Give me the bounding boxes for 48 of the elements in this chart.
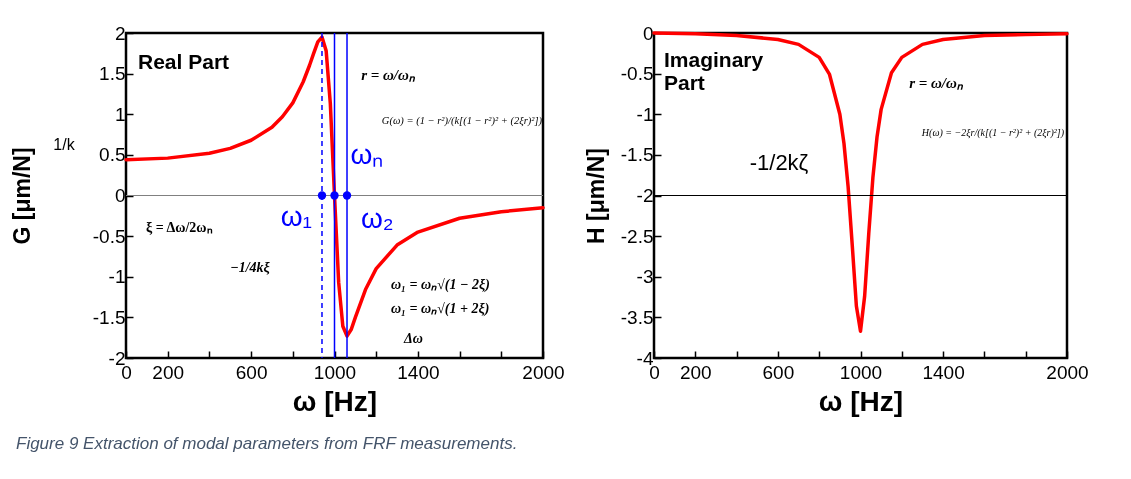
x-tick-label: 1000 (839, 361, 883, 383)
x-tick-label: 2000 (522, 361, 565, 383)
y-tick-label: -1.5 (92, 306, 126, 328)
y-tick-label: -3.5 (620, 306, 654, 328)
annotation: Imaginary Part (664, 48, 764, 95)
y-tick-label: 0.5 (99, 144, 126, 166)
x-tick-label: 2000 (1046, 361, 1089, 383)
y-axis-title: G [μm/N] (8, 147, 35, 245)
y-tick-label: -3 (636, 266, 654, 288)
annotation: ωₙ (350, 138, 384, 170)
x-tick-label: 600 (235, 361, 268, 383)
annotation: r = ω/ωₙ (909, 75, 964, 91)
x-axis-title: ω [Hz] (292, 385, 378, 417)
x-tick-label: 600 (762, 361, 795, 383)
x-axis-title: ω [Hz] (818, 385, 904, 417)
line-series (652, 31, 1069, 333)
y-tick-label: 2 (114, 22, 126, 44)
annotation: Δω (403, 331, 423, 346)
annotation: ω₂ (361, 202, 394, 234)
y-tick-label: 1.5 (99, 63, 126, 85)
annotation: G(ω) = (1 − r²)/(k[(1 − r²)² + (2ξr)²]) (381, 115, 543, 127)
y-tick-label: 1 (114, 103, 126, 125)
y-tick-label: -0.5 (620, 63, 654, 85)
x-tick-label: 1400 (397, 361, 440, 383)
x-tick-label: 1000 (313, 361, 357, 383)
y-tick-label: 0 (114, 185, 126, 206)
x-tick-label: 200 (679, 361, 712, 383)
annotation: r = ω/ωₙ (361, 67, 416, 83)
y-axis-title: H [μm/N] (582, 148, 609, 244)
caption: Figure 9 Extraction of modal parameters from FRF measurements. (16, 434, 518, 454)
y-tick-label: -1 (108, 266, 126, 288)
text: 1/k (53, 136, 76, 153)
annotation: ω₁ = ωₙ√(1 + 2ξ) (391, 301, 490, 317)
x-tick-label: 200 (152, 361, 185, 383)
annotation: -1/2kζ (749, 150, 809, 175)
x-tick-label: 1400 (922, 361, 965, 383)
y-tick-label: -0.5 (92, 225, 126, 247)
annotation: ω₁ (280, 200, 312, 232)
y-tick-label: -1.5 (620, 144, 654, 166)
y-tick-label: -1 (636, 103, 654, 125)
annotation: H(ω) = −2ξr/(k[(1 − r²)² + (2ξr)²]) (920, 127, 1065, 139)
annotation: ξ = Δω/2ωₙ (146, 220, 213, 235)
y-tick-label: -2 (636, 185, 654, 206)
annotation: −1/4kξ (230, 260, 271, 275)
annotation: ω₁ = ωₙ√(1 − 2ξ) (391, 277, 490, 293)
y-tick-label: 0 (642, 22, 654, 44)
y-tick-label: -2.5 (620, 225, 654, 247)
annotation: Real Part (138, 50, 230, 73)
